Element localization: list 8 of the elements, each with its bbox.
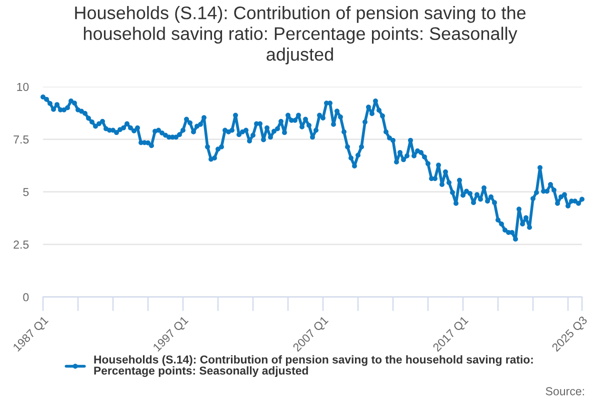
y-tick-label: 5 xyxy=(23,188,29,196)
y-tick-label: 2.5 xyxy=(14,240,29,249)
legend-label: Households (S.14): Contribution of pension saving to the household saving ratio: Percentage points: Seasonally adjusted xyxy=(94,355,533,377)
y-tick-label: 10 xyxy=(17,82,29,91)
y-tick-label: 0 xyxy=(23,293,29,302)
chart-title: Households (S.14): Contribution of pension saving to the household saving ratio: Percentage points: Seasonally adjusted xyxy=(75,6,526,64)
source-note: Source: xyxy=(546,387,584,396)
y-tick-label: 7.5 xyxy=(14,136,29,144)
